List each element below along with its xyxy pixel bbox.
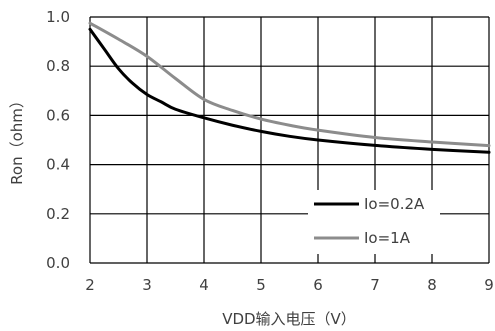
series-line-1 — [88, 21, 491, 148]
y-tick-label: 1.0 — [46, 8, 70, 26]
x-axis-label: VDD输入电压（V） — [222, 310, 356, 328]
y-tick-label: 0.2 — [46, 205, 70, 223]
series-line-0 — [88, 27, 491, 154]
x-tick-label: 2 — [85, 276, 95, 294]
series-layer — [88, 21, 491, 154]
y-tick-label: 0.8 — [46, 57, 70, 75]
legend: Io=0.2A Io=1A — [308, 190, 440, 254]
x-tick-label: 8 — [427, 276, 437, 294]
y-tick-label: 0.6 — [46, 106, 70, 124]
x-tick-label: 6 — [313, 276, 323, 294]
y-axis-label: Ron（ohm） — [8, 93, 26, 185]
x-tick-label: 3 — [142, 276, 152, 294]
x-tick-label: 7 — [370, 276, 380, 294]
y-tick-label: 0.0 — [46, 254, 70, 272]
tick-labels: 0.0 0.2 0.4 0.6 0.8 1.0 2 3 4 5 6 7 8 9 — [46, 8, 494, 294]
y-tick-label: 0.4 — [46, 156, 70, 174]
legend-background — [308, 190, 440, 254]
x-tick-label: 4 — [199, 276, 209, 294]
legend-label-io-0-2a: Io=0.2A — [364, 195, 425, 213]
legend-label-io-1a: Io=1A — [364, 229, 411, 247]
x-tick-label: 9 — [484, 276, 494, 294]
x-tick-label: 5 — [256, 276, 266, 294]
